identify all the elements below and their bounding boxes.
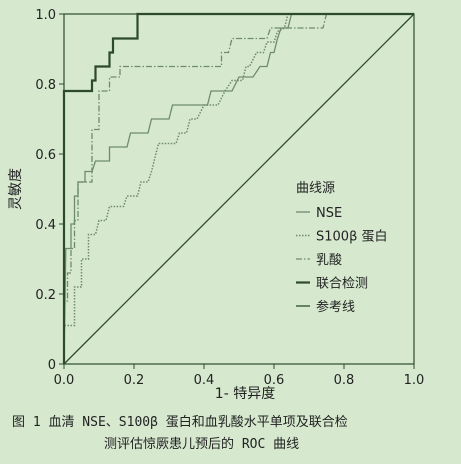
y-axis-label: 灵敏度 bbox=[8, 168, 24, 210]
roc-chart: 0.0 0.2 0.4 0.6 0.8 1.0 0 0.2 0.4 0.6 0.8 1.0 1- 特异度… bbox=[8, 8, 424, 402]
legend-entry-4: 参考线 bbox=[316, 299, 355, 315]
y-tick-label: 0.4 bbox=[35, 218, 56, 233]
x-axis-label: 1- 特异度 bbox=[215, 386, 275, 402]
caption-line-2: 测评估惊厥患儿预后的 ROC 曲线 bbox=[104, 437, 300, 452]
series-line-0 bbox=[63, 13, 414, 365]
x-tick-label: 0.6 bbox=[264, 373, 285, 388]
y-tick-label: 0 bbox=[48, 358, 56, 373]
legend-title: 曲线源 bbox=[296, 181, 335, 196]
caption-line-1: 图 1 血清 NSE、S100β 蛋白和血乳酸水平单项及联合检 bbox=[12, 415, 348, 430]
series-line-3 bbox=[62, 12, 414, 364]
legend-entry-3: 联合检测 bbox=[316, 277, 368, 292]
x-tick-label: 0.4 bbox=[194, 373, 215, 388]
series-line-2 bbox=[63, 13, 414, 364]
y-tick-label: 0.8 bbox=[35, 78, 56, 93]
x-tick-label: 0.2 bbox=[124, 373, 145, 388]
series-line-1 bbox=[63, 13, 414, 364]
y-tick-label: 1.0 bbox=[35, 8, 56, 23]
x-tick-label: 1.0 bbox=[404, 373, 425, 388]
x-tick-label: 0.8 bbox=[334, 373, 355, 388]
legend-entry-1: S100β 蛋白 bbox=[316, 229, 388, 245]
y-tick-label: 0.2 bbox=[35, 288, 56, 303]
x-tick-label: 0.0 bbox=[54, 373, 75, 388]
plot-area: 0.0 0.2 0.4 0.6 0.8 1.0 0 0.2 0.4 0.6 0.8 1.0 1- 特异度… bbox=[8, 8, 424, 402]
legend-entry-0: NSE bbox=[316, 206, 342, 221]
y-tick-label: 0.6 bbox=[35, 148, 56, 163]
legend-entry-2: 乳酸 bbox=[316, 253, 342, 268]
series-line-4 bbox=[63, 13, 415, 365]
